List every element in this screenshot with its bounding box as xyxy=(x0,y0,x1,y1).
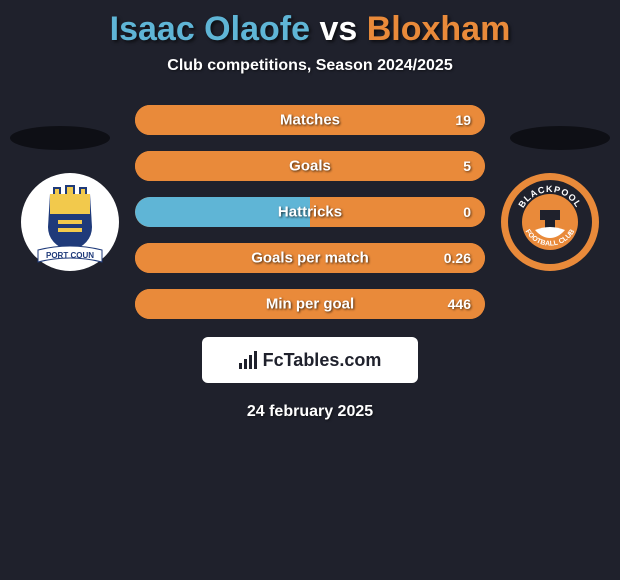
subtitle: Club competitions, Season 2024/2025 xyxy=(0,57,620,75)
stockport-county-crest-svg: PORT COUN xyxy=(20,172,120,272)
chart-icon xyxy=(239,351,257,369)
stat-bar: Min per goal 446 xyxy=(135,289,485,319)
stat-label: Goals xyxy=(289,158,331,175)
fctables-logo: FcTables.com xyxy=(202,337,418,383)
stat-bar: Goals 5 xyxy=(135,151,485,181)
shadow-left xyxy=(10,126,110,150)
stat-value-right: 19 xyxy=(455,112,471,128)
stat-label: Matches xyxy=(280,112,340,129)
logo-text: FcTables.com xyxy=(263,350,382,371)
stat-label: Goals per match xyxy=(251,250,369,267)
date-text: 24 february 2025 xyxy=(0,403,620,421)
stats-container: Matches 19 Goals 5 Hattricks 0 Goals per match… xyxy=(135,105,485,319)
stat-value-right: 446 xyxy=(448,296,471,312)
stat-value-right: 0.26 xyxy=(444,250,471,266)
stat-label: Hattricks xyxy=(278,204,342,221)
page-title: Isaac Olaofe vs Bloxham xyxy=(0,0,620,49)
player2-name: Bloxham xyxy=(367,10,511,48)
vs-text: vs xyxy=(319,10,357,48)
shadow-right xyxy=(510,126,610,150)
blackpool-crest-svg: BLACKPOOL FOOTBALL CLUB xyxy=(500,172,600,272)
stat-value-right: 0 xyxy=(463,204,471,220)
team-crest-right: BLACKPOOL FOOTBALL CLUB xyxy=(500,172,600,272)
stat-bar: Hattricks 0 xyxy=(135,197,485,227)
stat-label: Min per goal xyxy=(266,296,354,313)
stat-bar: Goals per match 0.26 xyxy=(135,243,485,273)
player1-name: Isaac Olaofe xyxy=(110,10,310,48)
stat-value-right: 5 xyxy=(463,158,471,174)
ribbon-text: PORT COUN xyxy=(46,251,94,260)
stat-bar: Matches 19 xyxy=(135,105,485,135)
team-crest-left: PORT COUN xyxy=(20,172,120,272)
